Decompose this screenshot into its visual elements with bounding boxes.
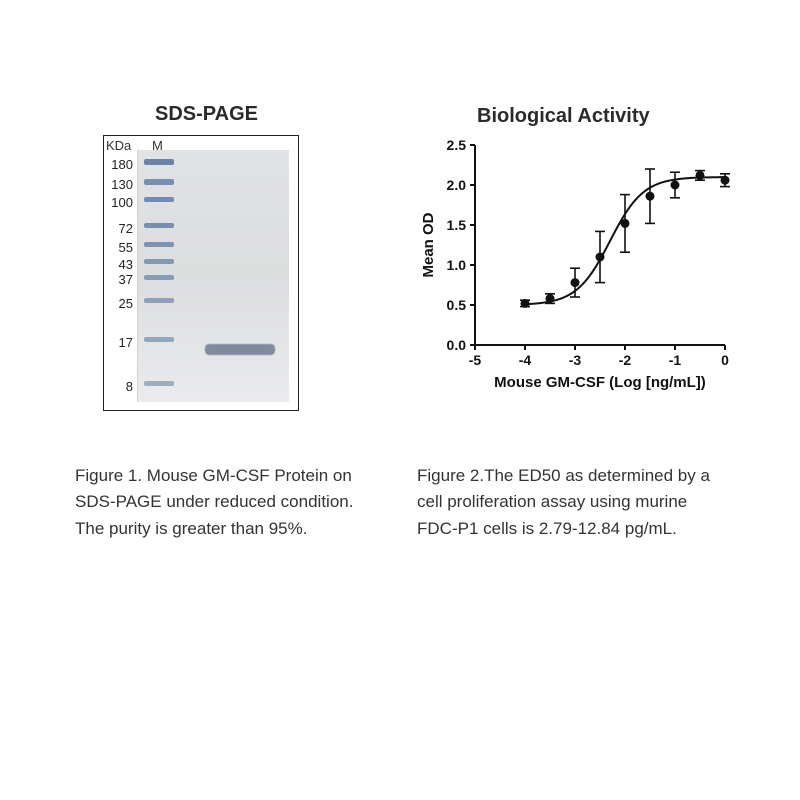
- svg-text:-5: -5: [469, 352, 482, 368]
- marker-band: [144, 298, 174, 303]
- marker-band: [144, 242, 174, 247]
- svg-text:-2: -2: [619, 352, 632, 368]
- marker-band: [144, 259, 174, 264]
- marker-band: [144, 381, 174, 386]
- marker-band: [144, 223, 174, 228]
- kda-label: 180: [103, 157, 133, 172]
- kda-label: 17: [103, 335, 133, 350]
- figure2-caption: Figure 2.The ED50 as determined by a cel…: [417, 463, 727, 542]
- kda-label: 25: [103, 296, 133, 311]
- kda-label: 72: [103, 221, 133, 236]
- marker-band: [144, 275, 174, 280]
- figure1-caption: Figure 1. Mouse GM-CSF Protein on SDS-PA…: [75, 463, 365, 542]
- kda-label: 43: [103, 257, 133, 272]
- marker-band: [144, 179, 174, 185]
- m-header: M: [152, 138, 163, 153]
- sds-page-title: SDS-PAGE: [155, 103, 258, 126]
- kda-label: 55: [103, 240, 133, 255]
- kda-label: 37: [103, 272, 133, 287]
- svg-text:Mean OD: Mean OD: [420, 212, 437, 277]
- kda-label: 130: [103, 177, 133, 192]
- svg-text:1.0: 1.0: [447, 257, 467, 273]
- svg-text:2.0: 2.0: [447, 177, 467, 193]
- svg-text:1.5: 1.5: [447, 217, 467, 233]
- svg-text:0.0: 0.0: [447, 337, 467, 353]
- svg-text:-4: -4: [519, 352, 532, 368]
- svg-text:-1: -1: [669, 352, 682, 368]
- svg-text:-3: -3: [569, 352, 582, 368]
- svg-text:Mouse GM-CSF (Log [ng/mL]): Mouse GM-CSF (Log [ng/mL]): [494, 374, 706, 391]
- marker-band: [144, 159, 174, 165]
- marker-band: [144, 197, 174, 202]
- svg-text:0.5: 0.5: [447, 297, 467, 313]
- dose-response-chart: 0.0 0.5 1.0 1.5 2.0 2.5 -5 -4 -3 -2 -1 0 Mean OD Mous…: [415, 130, 745, 420]
- svg-text:0: 0: [721, 352, 729, 368]
- marker-band: [144, 337, 174, 342]
- kda-header: KDa: [106, 138, 131, 153]
- svg-text:2.5: 2.5: [447, 137, 467, 153]
- sample-band: [205, 344, 275, 355]
- bioactivity-title: Biological Activity: [477, 105, 650, 128]
- kda-label: 100: [103, 195, 133, 210]
- kda-label: 8: [103, 379, 133, 394]
